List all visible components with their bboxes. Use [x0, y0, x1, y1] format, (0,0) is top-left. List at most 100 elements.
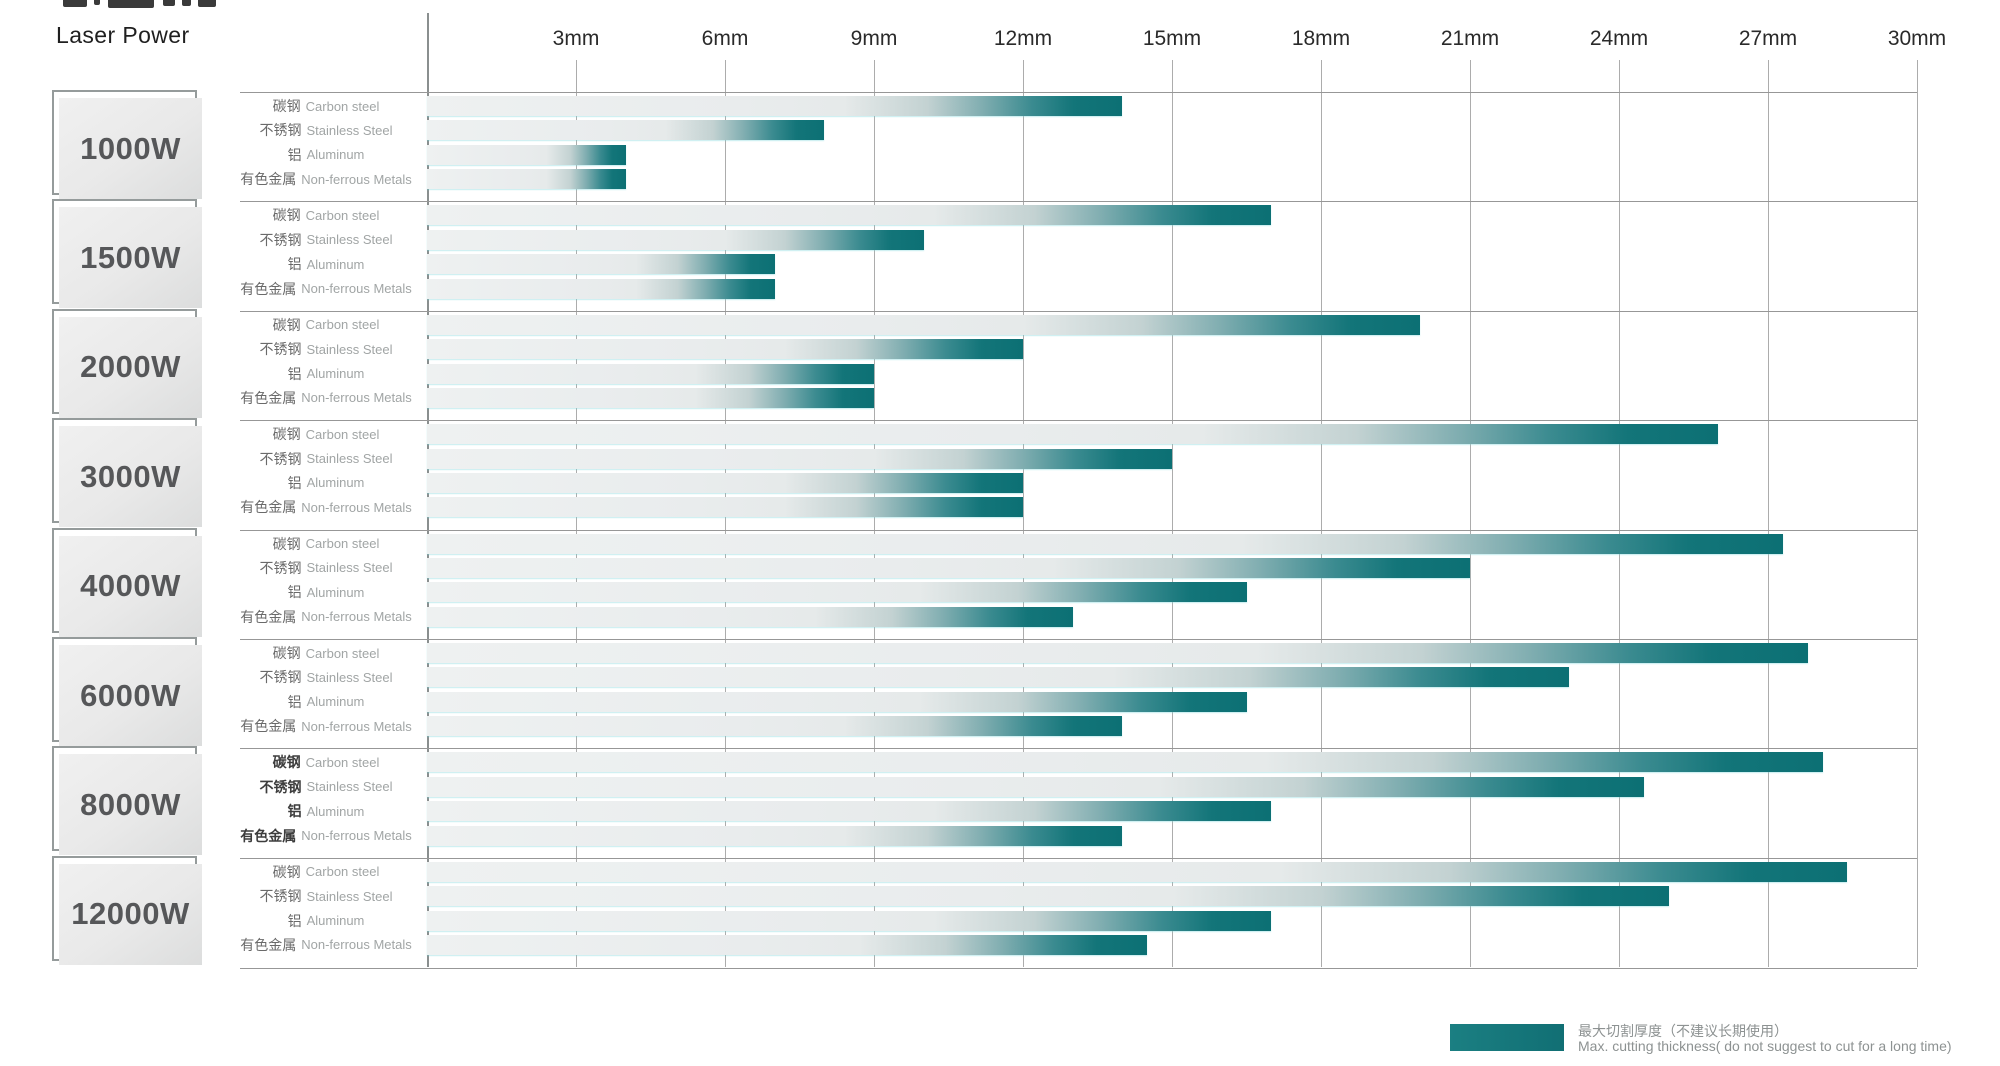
material-row: 铝 Aluminum [240, 801, 1917, 822]
material-label-en: Carbon steel [305, 98, 380, 114]
x-axis-gridline [1619, 60, 1620, 967]
material-label-en: Carbon steel [305, 426, 380, 442]
material-row: 碳钢 Carbon steel [240, 314, 1917, 335]
material-row: 铝 Aluminum [240, 254, 1917, 275]
power-card-label: 1500W [80, 239, 181, 275]
material-label-en: Aluminum [306, 694, 365, 710]
power-block: 碳钢 Carbon steel 不锈钢 Stainless Steel 铝 Al… [240, 92, 1917, 202]
material-label-en: Carbon steel [305, 645, 380, 661]
material-row: 有色金属 Non-ferrous Metals [240, 825, 1917, 846]
material-label: 不锈钢 Stainless Steel [240, 777, 412, 797]
power-card-face: 1500W [59, 207, 202, 309]
material-label: 铝 Aluminum [240, 473, 412, 493]
material-label-zh: 不锈钢 [259, 122, 302, 139]
x-axis-tick-label: 9mm [850, 27, 898, 50]
material-row: 铝 Aluminum [240, 472, 1917, 493]
power-card-label: 6000W [80, 677, 181, 713]
thickness-bar [427, 96, 1123, 116]
laser-power-heading: Laser Power [56, 22, 190, 48]
material-label-zh: 有色金属 [240, 389, 297, 406]
thickness-bar [427, 169, 626, 190]
material-label-zh: 不锈钢 [259, 888, 302, 905]
x-axis-tick-label: 3mm [552, 27, 600, 50]
material-label-en: Aluminum [306, 584, 365, 600]
power-card-face: 2000W [59, 316, 202, 418]
x-axis-tick-label: 21mm [1440, 27, 1500, 50]
material-row: 铝 Aluminum [240, 582, 1917, 603]
power-card-face: 4000W [59, 535, 202, 637]
material-label-zh: 不锈钢 [259, 341, 302, 358]
x-axis-tick-label: 6mm [701, 27, 749, 50]
material-label-zh: 碳钢 [272, 207, 301, 224]
legend-swatch [1450, 1024, 1564, 1051]
material-row: 碳钢 Carbon steel [240, 424, 1917, 445]
material-row: 不锈钢 Stainless Steel [240, 776, 1917, 797]
material-label-en: Stainless Steel [306, 451, 393, 467]
material-row: 碳钢 Carbon steel [240, 752, 1917, 773]
material-label-en: Non-ferrous Metals [301, 609, 412, 625]
power-block: 碳钢 Carbon steel 不锈钢 Stainless Steel 铝 Al… [240, 420, 1917, 530]
material-label-zh: 有色金属 [240, 171, 297, 188]
x-axis-tick-label: 12mm [993, 27, 1053, 50]
legend-text: 最大切割厚度（不建议长期使用） Max. cutting thickness( … [1578, 1024, 1952, 1054]
power-card-label: 1000W [80, 130, 181, 166]
material-label-en: Carbon steel [305, 864, 380, 880]
power-card-label: 8000W [80, 786, 181, 822]
x-axis-gridline [1321, 60, 1322, 967]
material-label: 铝 Aluminum [240, 582, 412, 602]
material-row: 不锈钢 Stainless Steel [240, 667, 1917, 688]
material-row: 不锈钢 Stainless Steel [240, 557, 1917, 578]
material-label-zh: 有色金属 [240, 608, 297, 625]
material-row: 有色金属 Non-ferrous Metals [240, 387, 1917, 408]
material-label: 不锈钢 Stainless Steel [240, 339, 412, 359]
material-label-en: Carbon steel [305, 207, 380, 223]
power-block: 碳钢 Carbon steel 不锈钢 Stainless Steel 铝 Al… [240, 201, 1917, 311]
power-block: 碳钢 Carbon steel 不锈钢 Stainless Steel 铝 Al… [240, 748, 1917, 858]
power-block: 碳钢 Carbon steel 不锈钢 Stainless Steel 铝 Al… [240, 529, 1917, 640]
thickness-bar [427, 278, 775, 299]
thickness-bar [427, 339, 1023, 360]
material-label: 铝 Aluminum [240, 911, 412, 931]
material-label: 不锈钢 Stainless Steel [240, 886, 412, 906]
material-label-en: Stainless Steel [306, 341, 393, 357]
material-label-zh: 有色金属 [240, 280, 297, 297]
thickness-bar [427, 934, 1148, 955]
thickness-bar [427, 363, 874, 384]
material-label-en: Non-ferrous Metals [301, 828, 412, 844]
material-label-en: Non-ferrous Metals [301, 718, 412, 734]
material-label-zh: 铝 [287, 693, 302, 710]
thickness-bar [427, 801, 1272, 822]
material-label-zh: 不锈钢 [259, 450, 302, 467]
material-label: 铝 Aluminum [240, 692, 412, 712]
material-label: 有色金属 Non-ferrous Metals [240, 169, 412, 189]
legend: 最大切割厚度（不建议长期使用） Max. cutting thickness( … [1450, 1024, 1952, 1054]
power-card-label: 3000W [80, 458, 181, 494]
material-label: 碳钢 Carbon steel [240, 643, 412, 663]
thickness-bar [427, 387, 874, 408]
material-label: 碳钢 Carbon steel [240, 205, 412, 225]
material-row: 碳钢 Carbon steel [240, 643, 1917, 663]
material-row: 铝 Aluminum [240, 144, 1917, 165]
material-row: 有色金属 Non-ferrous Metals [240, 169, 1917, 190]
thickness-bar [427, 752, 1823, 773]
material-label-zh: 碳钢 [272, 316, 301, 333]
thickness-bar [427, 229, 924, 250]
material-row: 不锈钢 Stainless Steel [240, 120, 1917, 141]
material-label: 不锈钢 Stainless Steel [240, 120, 412, 140]
x-axis-tick-label: 18mm [1291, 27, 1351, 50]
thickness-bar [427, 691, 1247, 712]
material-label-zh: 有色金属 [240, 936, 297, 953]
power-block: 碳钢 Carbon steel 不锈钢 Stainless Steel 铝 Al… [240, 857, 1917, 970]
material-label: 有色金属 Non-ferrous Metals [240, 497, 412, 517]
material-label-zh: 碳钢 [272, 535, 301, 552]
material-label: 有色金属 Non-ferrous Metals [240, 279, 412, 299]
thickness-bar [427, 886, 1669, 907]
material-label-zh: 不锈钢 [259, 669, 302, 686]
material-row: 碳钢 Carbon steel [240, 205, 1917, 226]
material-label-zh: 不锈钢 [259, 231, 302, 248]
thickness-bar [427, 582, 1247, 603]
power-card-label: 2000W [80, 349, 181, 385]
thickness-bar [427, 667, 1570, 688]
material-label-en: Non-ferrous Metals [301, 281, 412, 297]
